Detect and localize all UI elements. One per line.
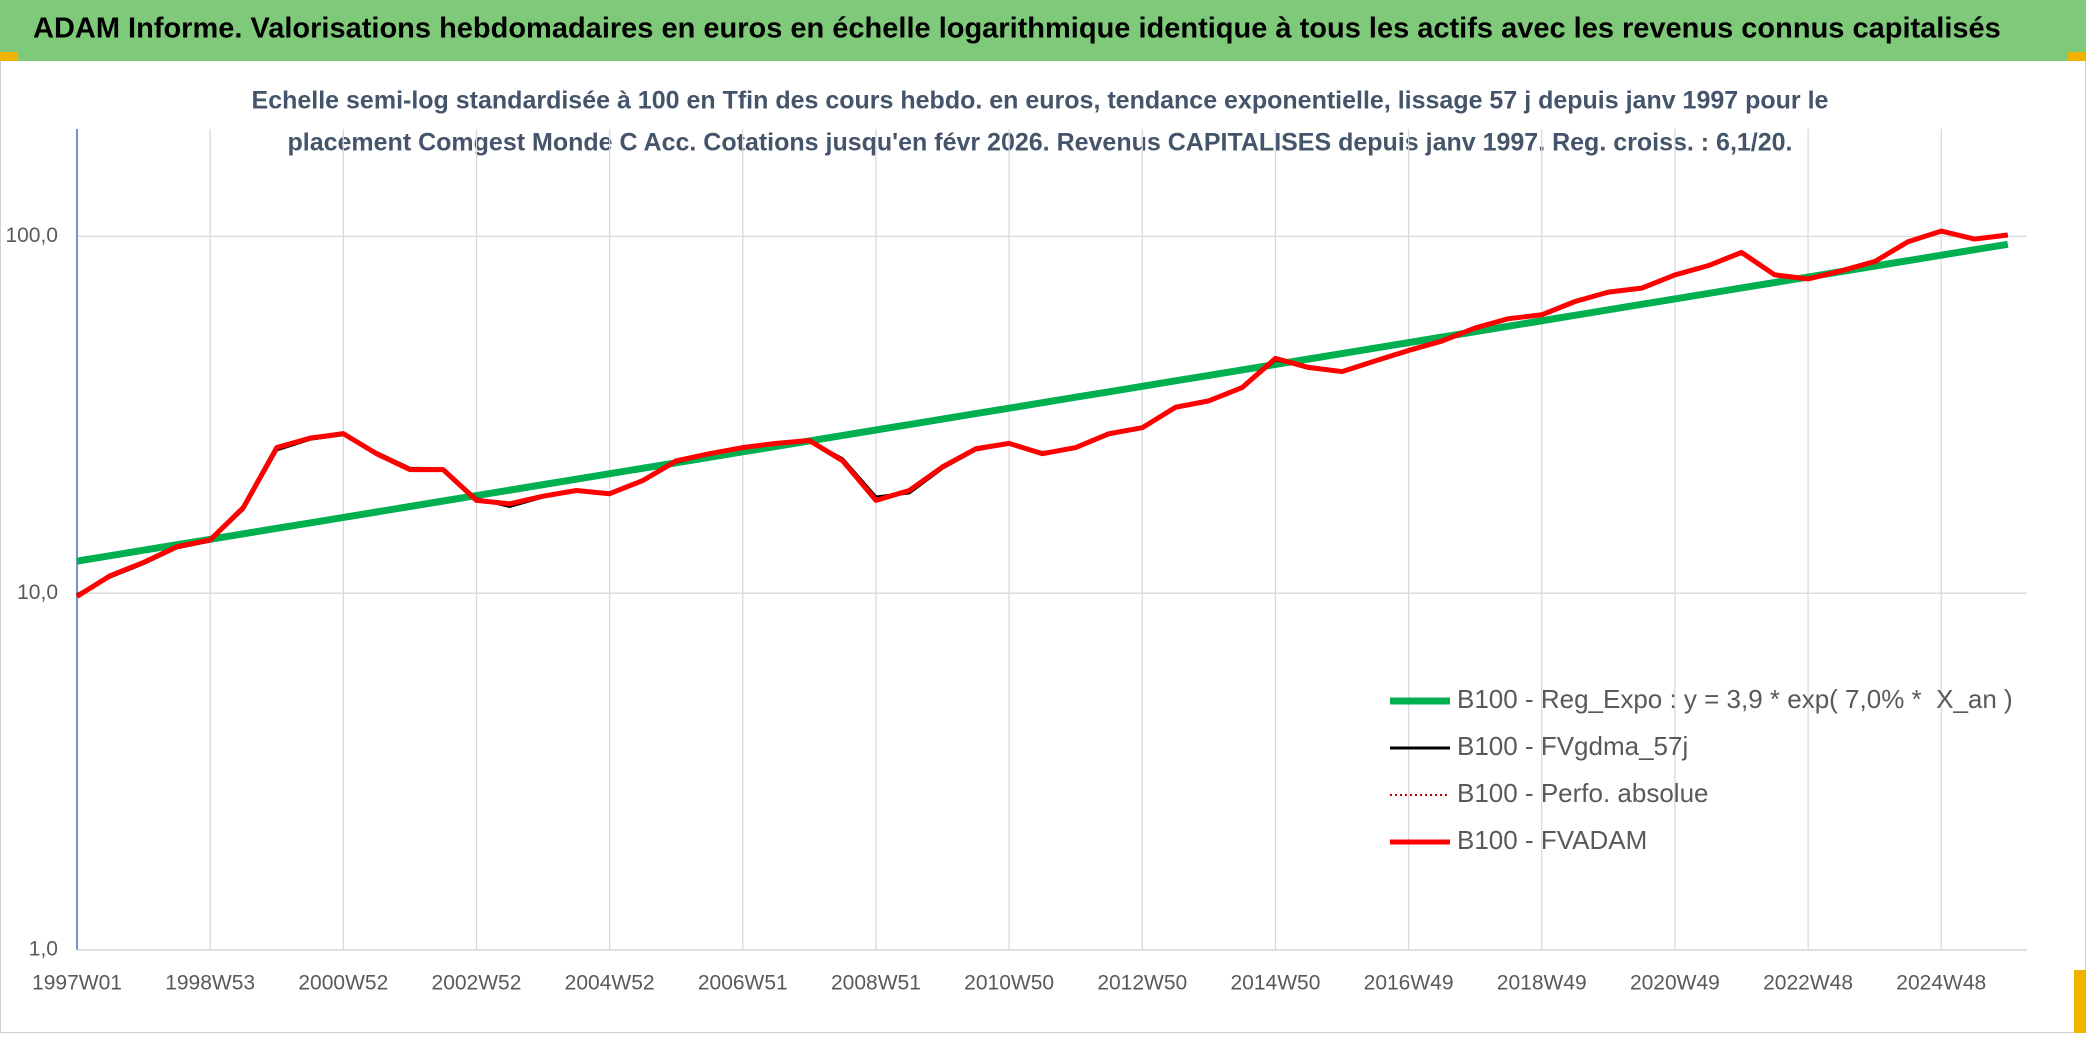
x-tick-label: 1998W53 xyxy=(165,972,255,995)
legend-label: B100 - FVADAM xyxy=(1457,825,1647,855)
legend: B100 - Reg_Expo : y = 3,9 * exp( 7,0% * … xyxy=(1390,684,2013,855)
y-tick-label: 10,0 xyxy=(17,581,58,604)
corner-mark xyxy=(0,52,18,61)
grid: 1,0 10,0 100,0 1997W01 1998W53 2000W52 2002W52… xyxy=(5,129,2027,995)
corner-mark xyxy=(2074,970,2086,1033)
legend-label: B100 - Reg_Expo : y = 3,9 * exp( 7,0% * … xyxy=(1457,684,2013,714)
y-tick-label: 1,0 xyxy=(29,938,58,961)
x-tick-label: 2000W52 xyxy=(298,972,388,995)
series-line xyxy=(76,240,2009,565)
x-tick-label: 2022W48 xyxy=(1763,972,1853,995)
corner-mark xyxy=(2068,52,2086,61)
x-tick-label: 2010W50 xyxy=(964,972,1054,995)
x-tick-label: 1997W01 xyxy=(32,972,122,995)
legend-label: B100 - Perfo. absolue xyxy=(1457,778,1709,808)
x-tick-label: 2018W49 xyxy=(1497,972,1587,995)
x-tick-label: 2002W52 xyxy=(432,972,522,995)
x-tick-label: 2016W49 xyxy=(1364,972,1454,995)
x-tick-label: 2012W50 xyxy=(1097,972,1187,995)
x-tick-label: 2020W49 xyxy=(1630,972,1720,995)
chart-subtitle: Echelle semi-log standardisée à 100 en T… xyxy=(252,87,1829,115)
plot xyxy=(75,228,2009,599)
chart-title: ADAM Informe. Valorisations hebdomadaire… xyxy=(33,13,2001,45)
x-tick-label: 2008W51 xyxy=(831,972,921,995)
x-tick-label: 2004W52 xyxy=(565,972,655,995)
chart-subtitle: placement Comgest Monde C Acc. Cotations… xyxy=(287,129,1792,157)
title-bar xyxy=(0,0,2086,61)
x-tick-label: 2014W50 xyxy=(1230,972,1320,995)
x-tick-label: 2024W48 xyxy=(1896,972,1986,995)
x-tick-label: 2006W51 xyxy=(698,972,788,995)
series-line xyxy=(75,228,2009,599)
y-tick-label: 100,0 xyxy=(5,224,58,247)
legend-label: B100 - FVgdma_57j xyxy=(1457,731,1688,761)
